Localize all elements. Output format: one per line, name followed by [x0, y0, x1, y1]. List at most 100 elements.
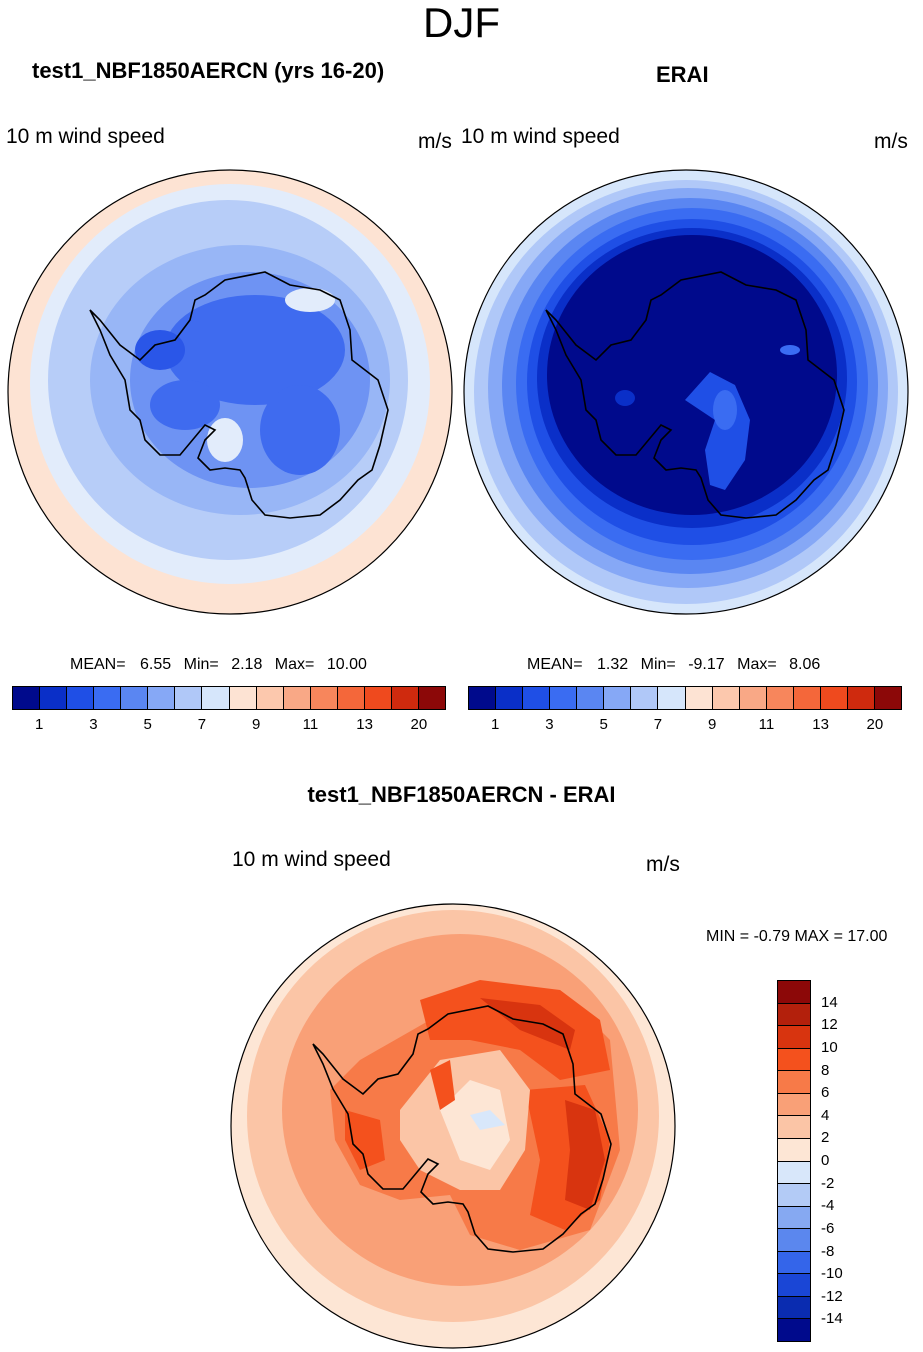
diff-units: m/s — [646, 853, 680, 876]
panel2-variable: 10 m wind speed — [461, 125, 620, 148]
colorbar-tick-label: 8 — [821, 1061, 830, 1079]
colorbar-tick-label: 7 — [653, 716, 663, 733]
panel1-mean-label: MEAN= — [70, 656, 126, 673]
colorbar-cell — [255, 687, 283, 709]
colorbar-tick-label: 13 — [812, 716, 829, 733]
colorbar-cell — [147, 687, 175, 709]
colorbar-cell — [417, 687, 445, 709]
colorbar-cell — [778, 1183, 810, 1206]
season-title: DJF — [423, 0, 500, 46]
panel1-max: 10.00 — [326, 656, 367, 673]
panel1-title: test1_NBF1850AERCN (yrs 16-20) — [32, 58, 385, 83]
colorbar-tick-label: 3 — [89, 716, 98, 733]
panel1-colorbar — [12, 686, 446, 710]
colorbar-cell — [390, 687, 418, 709]
colorbar-tick-label: 7 — [197, 716, 207, 733]
panel2-max-label: Max= — [737, 656, 777, 673]
colorbar-tick-label: 5 — [143, 716, 152, 733]
colorbar-cell — [778, 1137, 810, 1161]
colorbar-cell — [778, 1250, 810, 1274]
diff-minmax: MIN = -0.79 MAX = 17.00 — [706, 928, 888, 945]
panel2-max: 8.06 — [789, 656, 821, 673]
colorbar-cell — [282, 687, 310, 709]
colorbar-tick-label: 1 — [34, 716, 44, 733]
diff-colorbar — [777, 980, 811, 1342]
colorbar-cell — [778, 1047, 810, 1071]
colorbar-cell — [778, 1273, 810, 1296]
colorbar-tick-label: -4 — [821, 1197, 835, 1215]
colorbar-cell — [778, 1205, 810, 1229]
panel1-mean: 6.55 — [140, 656, 172, 673]
colorbar-cell — [873, 687, 901, 709]
panel1-units: m/s — [418, 130, 452, 153]
panel1-min-label: Min= — [183, 656, 219, 673]
colorbar-cell — [201, 687, 229, 709]
colorbar-tick-label: 13 — [356, 716, 373, 733]
colorbar-cell — [657, 687, 685, 709]
panel1-coastline — [89, 271, 389, 519]
colorbar-cell — [549, 687, 577, 709]
colorbar-tick-label: -14 — [821, 1310, 843, 1328]
colorbar-cell — [603, 687, 631, 709]
panel2-border — [463, 169, 909, 615]
panel2-coastline — [545, 271, 845, 519]
panel2-title: ERAI — [656, 62, 709, 87]
colorbar-tick-label: 9 — [707, 716, 717, 733]
colorbar-tick-label: 0 — [821, 1152, 830, 1169]
colorbar-tick-label: 2 — [821, 1129, 830, 1147]
colorbar-cell — [846, 687, 874, 709]
panel2-min: -9.17 — [688, 656, 725, 673]
colorbar-cell — [576, 687, 604, 709]
colorbar-tick-label: -8 — [821, 1242, 835, 1260]
colorbar-cell — [684, 687, 712, 709]
panel1-stats: MEAN= 6.55 Min= 2.18 Max= 10.00 — [70, 656, 367, 674]
diff-title: test1_NBF1850AERCN - ERAI — [307, 782, 616, 807]
colorbar-cell — [778, 1160, 810, 1184]
colorbar-cell — [13, 687, 40, 709]
colorbar-tick-label: 20 — [410, 716, 428, 733]
panel2-contours — [464, 170, 908, 614]
colorbar-cell — [738, 687, 766, 709]
colorbar-tick-label: -12 — [821, 1287, 843, 1305]
diff-variable: 10 m wind speed — [232, 848, 391, 871]
colorbar-tick-label: 10 — [821, 1038, 838, 1056]
colorbar-cell — [778, 1070, 810, 1093]
colorbar-cell — [630, 687, 658, 709]
panel1-border — [7, 169, 453, 615]
panel1-min: 2.18 — [231, 656, 263, 673]
colorbar-tick-label: 11 — [758, 716, 775, 733]
panel2-units: m/s — [874, 130, 908, 153]
colorbar-cell — [469, 687, 496, 709]
colorbar-tick-label: 20 — [866, 716, 884, 733]
colorbar-cell — [495, 687, 523, 709]
colorbar-tick-label: -10 — [821, 1265, 843, 1283]
colorbar-cell — [174, 687, 202, 709]
colorbar-cell — [711, 687, 739, 709]
colorbar-cell — [792, 687, 820, 709]
panel2-mean-label: MEAN= — [527, 656, 583, 673]
colorbar-cell — [93, 687, 121, 709]
colorbar-cell — [522, 687, 550, 709]
colorbar-cell — [66, 687, 94, 709]
colorbar-tick-label: 9 — [251, 716, 261, 733]
colorbar-cell — [778, 1318, 810, 1341]
colorbar-cell — [778, 1295, 810, 1319]
colorbar-tick-label: 3 — [545, 716, 554, 733]
colorbar-tick-label: 1 — [490, 716, 500, 733]
colorbar-tick-label: 11 — [302, 716, 319, 733]
colorbar-cell — [778, 1092, 810, 1116]
colorbar-cell — [309, 687, 337, 709]
colorbar-tick-label: -6 — [821, 1219, 835, 1237]
colorbar-cell — [778, 1228, 810, 1251]
colorbar-cell — [363, 687, 391, 709]
panel2-min-label: Min= — [640, 656, 676, 673]
colorbar-cell — [778, 1115, 810, 1138]
colorbar-tick-label: 5 — [599, 716, 608, 733]
colorbar-tick-label: 14 — [821, 993, 838, 1011]
colorbar-tick-label: 6 — [821, 1084, 830, 1102]
colorbar-tick-label: -2 — [821, 1174, 835, 1192]
colorbar-tick-label: 4 — [821, 1106, 830, 1124]
